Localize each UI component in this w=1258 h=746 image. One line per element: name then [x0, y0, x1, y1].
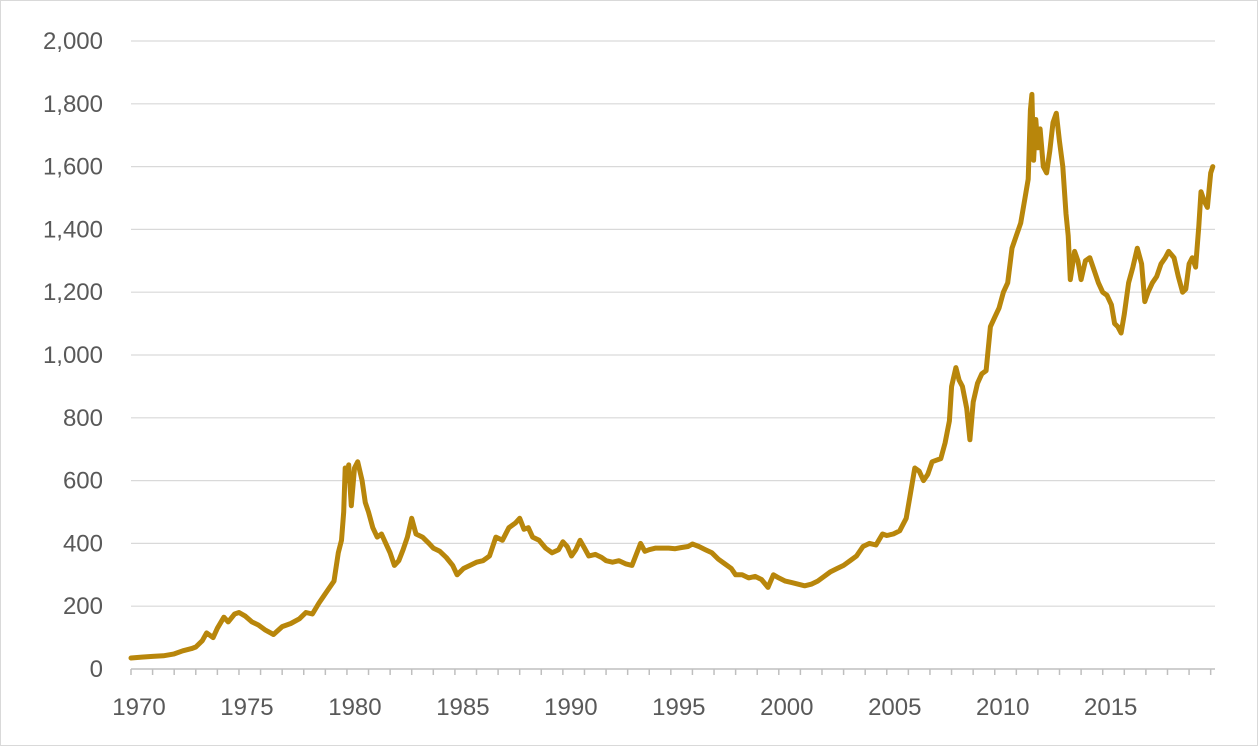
y-tick-label: 1,800	[43, 91, 103, 118]
y-tick-label: 200	[63, 593, 103, 620]
series-line-0	[128, 91, 1216, 661]
x-tick-label: 1970	[112, 694, 165, 721]
x-axis	[130, 668, 1215, 675]
x-tick-label: 2005	[868, 694, 921, 721]
x-tick-labels: 1970 1975 1980 1985 1990 1995 2000 2005 2010 2015	[112, 694, 1137, 721]
y-tick-label: 600	[63, 468, 103, 495]
y-tick-label: 0	[90, 656, 103, 683]
y-tick-label: 800	[63, 405, 103, 432]
y-tick-label: 1,600	[43, 154, 103, 181]
x-tick-label: 1990	[544, 694, 597, 721]
series-layer	[128, 91, 1216, 661]
x-tick-label: 1995	[652, 694, 705, 721]
x-tick-label: 2000	[760, 694, 813, 721]
x-tick-label: 2010	[976, 694, 1029, 721]
y-tick-labels: 0 200 400 600 800 1,000 1,200 1,400 1,600 1,800 2,…	[43, 28, 103, 683]
x-tick-label: 2015	[1084, 694, 1137, 721]
gridlines	[131, 40, 1215, 607]
x-tick-label: 1980	[328, 694, 381, 721]
x-tick-label: 1975	[220, 694, 273, 721]
y-tick-label: 400	[63, 530, 103, 557]
y-tick-label: 1,000	[43, 342, 103, 369]
y-tick-label: 1,400	[43, 216, 103, 243]
y-tick-label: 2,000	[43, 28, 103, 55]
y-tick-label: 1,200	[43, 279, 103, 306]
x-tick-label: 1985	[436, 694, 489, 721]
